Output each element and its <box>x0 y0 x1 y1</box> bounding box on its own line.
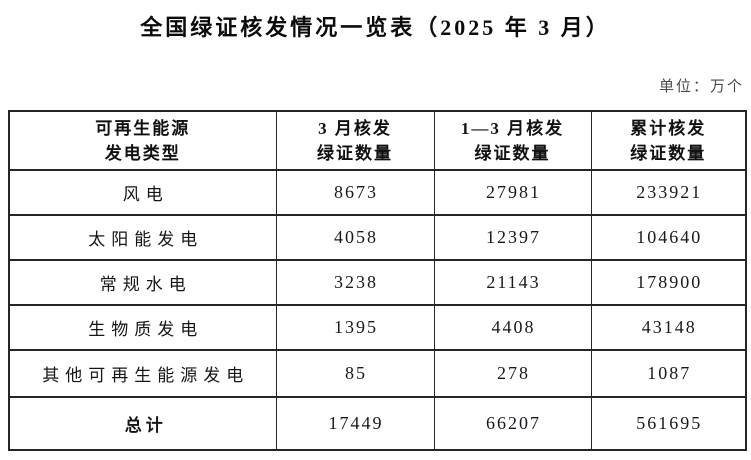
header-row: 可再生能源 发电类型 3 月核发 绿证数量 1—3 月核发 绿证数量 累计核发 … <box>8 110 747 171</box>
table-row-biomass: 生物质发电 1395 4408 43148 <box>8 304 747 351</box>
header-line: 可再生能源 <box>95 118 191 138</box>
cell-cumulative-value: 104640 <box>590 214 747 261</box>
cell-jan-mar-value: 27981 <box>433 169 592 216</box>
cell-cumulative-value: 1087 <box>590 349 747 398</box>
col-header-march-issued: 3 月核发 绿证数量 <box>275 110 435 171</box>
cell-jan-mar-value: 278 <box>433 349 592 398</box>
header-line: 绿证数量 <box>474 143 551 163</box>
header-line: 1—3 月核发 <box>460 118 565 138</box>
row-category: 生物质发电 <box>8 304 277 351</box>
cell-cumulative-value: 43148 <box>590 304 747 351</box>
table-row-hydro: 常规水电 3238 21143 178900 <box>8 259 747 306</box>
header-line: 累计核发 <box>630 118 707 138</box>
cell-jan-mar-value: 21143 <box>433 259 592 306</box>
cell-march-value: 8673 <box>275 169 435 216</box>
header-line: 发电类型 <box>104 143 181 163</box>
col-header-jan-mar-issued: 1—3 月核发 绿证数量 <box>433 110 592 171</box>
cell-cumulative-value: 561695 <box>590 396 747 451</box>
col-header-cumulative-issued: 累计核发 绿证数量 <box>590 110 747 171</box>
col-header-energy-type: 可再生能源 发电类型 <box>8 110 277 171</box>
green-cert-table: 可再生能源 发电类型 3 月核发 绿证数量 1—3 月核发 绿证数量 累计核发 … <box>8 110 747 451</box>
table-row-solar: 太阳能发电 4058 12397 104640 <box>8 214 747 261</box>
row-category: 太阳能发电 <box>8 214 277 261</box>
table-row-wind: 风电 8673 27981 233921 <box>8 169 747 216</box>
header-line: 绿证数量 <box>630 143 707 163</box>
table-header: 可再生能源 发电类型 3 月核发 绿证数量 1—3 月核发 绿证数量 累计核发 … <box>8 110 747 171</box>
cell-march-value: 17449 <box>275 396 435 451</box>
cell-jan-mar-value: 4408 <box>433 304 592 351</box>
table-row-other-renewables: 其他可再生能源发电 85 278 1087 <box>8 349 747 398</box>
row-category: 风电 <box>8 169 277 216</box>
table-body: 风电 8673 27981 233921 太阳能发电 4058 12397 10… <box>8 169 747 451</box>
cell-march-value: 4058 <box>275 214 435 261</box>
cell-cumulative-value: 233921 <box>590 169 747 216</box>
unit-label: 单位：万个 <box>658 79 744 95</box>
cell-march-value: 1395 <box>275 304 435 351</box>
table-row-total: 总计 17449 66207 561695 <box>8 396 747 451</box>
document-page: 全国绿证核发情况一览表（2025 年 3 月） 单位：万个 可再生能源 发电类型… <box>0 13 751 460</box>
header-line: 绿证数量 <box>317 143 393 163</box>
cell-jan-mar-value: 66207 <box>433 396 592 451</box>
cell-march-value: 85 <box>275 349 435 398</box>
page-title: 全国绿证核发情况一览表（2025 年 3 月） <box>140 15 611 40</box>
cell-march-value: 3238 <box>275 259 435 306</box>
row-category: 其他可再生能源发电 <box>8 349 277 398</box>
cell-cumulative-value: 178900 <box>590 259 747 306</box>
row-category: 总计 <box>8 396 277 451</box>
header-line: 3 月核发 <box>318 118 392 138</box>
row-category: 常规水电 <box>8 259 277 306</box>
cell-jan-mar-value: 12397 <box>433 214 592 261</box>
